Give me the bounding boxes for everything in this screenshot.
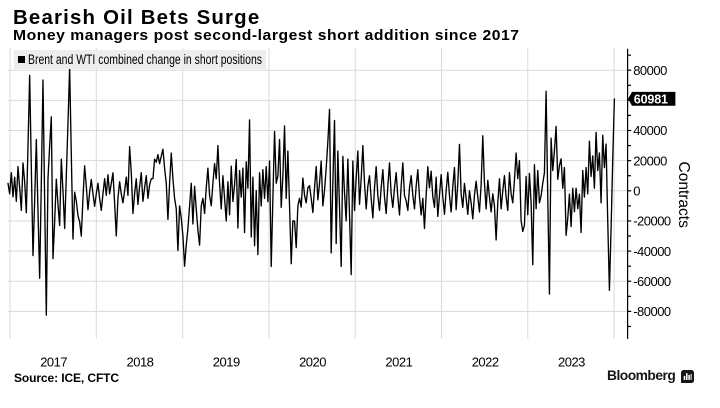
x-tick-label: 2018: [126, 355, 153, 370]
last-value-label: 60981: [634, 92, 668, 106]
x-tick-label: 2020: [299, 355, 326, 370]
x-tick-label: 2021: [385, 355, 412, 370]
chart-title: Bearish Oil Bets Surge: [13, 6, 261, 29]
chart-subtitle: Money managers post second-largest short…: [13, 28, 520, 45]
y-tick-label: 0: [633, 184, 640, 199]
y-tick-label: -80000: [633, 304, 671, 319]
bloomberg-wordmark: Bloomberg: [607, 367, 676, 383]
y-tick-label: -20000: [633, 214, 671, 229]
legend-label: Brent and WTI combined change in short p…: [27, 51, 262, 67]
bloomberg-terminal-icon: [681, 369, 695, 383]
last-value-badge: [628, 91, 676, 106]
y-tick-label: -40000: [633, 244, 671, 259]
y-tick-label: 80000: [633, 63, 667, 78]
y-axis-title: Contracts: [675, 162, 692, 229]
legend-swatch-icon: [18, 55, 25, 63]
y-tick-label: -60000: [633, 274, 671, 289]
x-tick-label: 2019: [213, 355, 240, 370]
y-tick-label: 20000: [633, 153, 667, 168]
x-tick-label: 2023: [558, 355, 585, 370]
bloomberg-logo: Bloomberg: [607, 367, 695, 383]
legend: Brent and WTI combined change in short p…: [13, 50, 266, 69]
data-line: [7, 66, 616, 316]
y-tick-label: 40000: [633, 123, 667, 138]
source-note: Source: ICE, CFTC: [14, 370, 119, 385]
x-tick-label: 2017: [40, 355, 67, 370]
x-tick-label: 2022: [472, 355, 499, 370]
